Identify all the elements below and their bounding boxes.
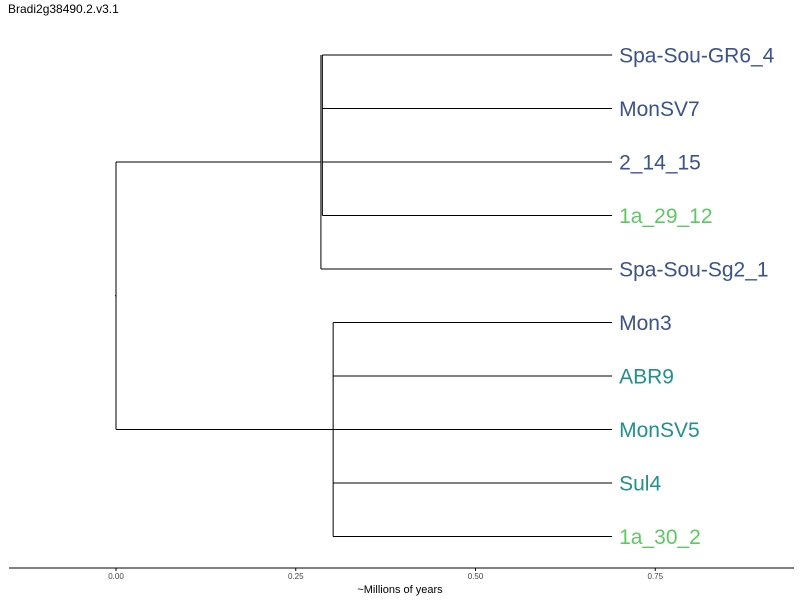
axis-title: ~Millions of years — [357, 584, 443, 596]
tip-label: Mon3 — [619, 312, 672, 335]
tip-label: Spa-Sou-Sg2_1 — [619, 259, 768, 282]
tip-label: ABR9 — [619, 366, 674, 389]
axis-tick-label: 0.75 — [647, 572, 663, 581]
axis-ticks: 0.00 0.25 0.50 0.75 — [108, 568, 664, 581]
tip-label: MonSV5 — [619, 419, 700, 442]
tree-title: Bradi2g38490.2.v3.1 — [8, 2, 119, 16]
tip-label: Sul4 — [619, 473, 661, 496]
tree-branches — [115, 54, 613, 537]
tip-label: 2_14_15 — [619, 152, 701, 175]
tip-label: 1a_30_2 — [619, 526, 701, 549]
tip-label: Spa-Sou-GR6_4 — [619, 45, 775, 68]
tree-tip-labels: Spa-Sou-GR6_4 MonSV7 2_14_15 1a_29_12 Spa-So… — [619, 45, 775, 550]
axis-tick-label: 0.50 — [468, 572, 484, 581]
tip-label: MonSV7 — [619, 98, 700, 121]
tip-label: 1a_29_12 — [619, 205, 712, 228]
axis-tick-label: 0.00 — [108, 572, 124, 581]
axis-tick-label: 0.25 — [288, 572, 304, 581]
time-axis: 0.00 0.25 0.50 0.75 ~Millions of years — [9, 567, 794, 596]
